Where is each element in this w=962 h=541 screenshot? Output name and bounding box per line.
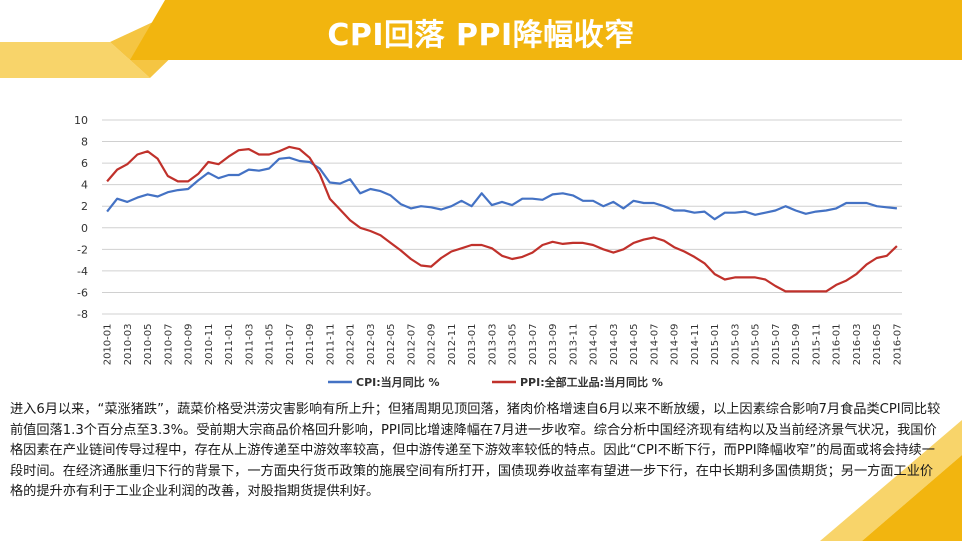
x-tick-label: 2011-03 [244,324,255,366]
x-tick-label: 2015-05 [751,324,762,366]
x-tick-label: 2013-05 [508,324,519,366]
x-tick-label: 2015-09 [791,324,802,366]
x-tick-label: 2016-03 [852,324,863,366]
series-layer [106,145,898,293]
x-tick-label: 2014-05 [629,324,640,366]
y-tick-label: 8 [81,136,88,149]
x-tick-label: 2015-01 [710,324,721,366]
x-tick-label: 2012-07 [406,324,417,366]
x-tick-label: 2016-05 [872,324,883,366]
y-tick-label: -6 [77,286,88,299]
x-tick-label: 2013-01 [467,324,478,366]
slide-title: CPI回落 PPI降幅收窄 [327,18,635,53]
banner-left-stripe [0,42,150,78]
x-tick-label: 2016-01 [832,324,843,366]
banner-main [130,0,962,60]
series-line-cpi [106,156,898,221]
y-tick-label: -2 [77,243,88,256]
x-tick-label: 2010-09 [184,324,195,366]
x-tick-label: 2011-05 [265,324,276,366]
y-tick-label: 0 [81,222,88,235]
x-tick-label: 2011-09 [305,324,316,366]
x-tick-label: 2011-11 [325,324,336,366]
y-tick-label: 6 [81,157,88,170]
x-tick-label: 2014-01 [589,324,600,366]
grid-layer [102,119,902,315]
y-tick-label: 4 [81,179,88,192]
line-chart: -8 -6 -4 -2 0 2 4 6 8 10 2010-01 2010-03 2010-05 2010… [74,114,903,389]
y-tick-label: 10 [74,114,88,127]
x-tick-label: 2015-11 [811,324,822,366]
x-tick-label: 2012-05 [386,324,397,366]
x-tick-label: 2011-01 [224,324,235,366]
legend: CPI:当月同比 % PPI:全部工业品:当月同比 % [328,375,663,389]
x-tick-label: 2015-03 [730,324,741,366]
analysis-paragraph: 进入6月以来，“菜涨猪跌”，蔬菜价格受洪涝灾害影响有所上升；但猪周期见顶回落，猪… [10,402,941,499]
x-tick-label: 2014-11 [690,324,701,366]
x-tick-label: 2013-03 [487,324,498,366]
x-tick-label: 2012-09 [427,324,438,366]
x-tick-label: 2014-03 [609,324,620,366]
y-tick-label: 2 [81,200,88,213]
bottom-right-ribbon-dark [862,455,962,541]
title-banner [0,0,962,78]
bottom-right-ribbon-light [820,420,962,541]
x-tick-label: 2010-03 [123,324,134,366]
y-tick-label: -4 [77,265,88,278]
tick-layer: -8 -6 -4 -2 0 2 4 6 8 10 2010-01 2010-03 2010-05 2010… [74,114,903,365]
x-tick-label: 2013-09 [548,324,559,366]
x-tick-label: 2013-07 [528,324,539,366]
x-tick-label: 2010-11 [204,324,215,366]
series-line-ppi [106,145,898,293]
x-tick-label: 2011-07 [285,324,296,366]
x-tick-label: 2014-07 [649,324,660,366]
x-tick-label: 2014-09 [670,324,681,366]
x-tick-label: 2010-05 [143,324,154,366]
x-tick-label: 2016-07 [892,324,903,366]
y-tick-label: -8 [77,308,88,321]
x-tick-label: 2012-01 [346,324,357,366]
x-tick-label: 2010-07 [163,324,174,366]
x-tick-label: 2010-01 [103,324,114,366]
legend-label-ppi: PPI:全部工业品:当月同比 % [520,375,663,389]
x-tick-label: 2012-11 [447,324,458,366]
x-tick-label: 2013-11 [568,324,579,366]
x-tick-label: 2015-07 [771,324,782,366]
x-tick-label: 2012-03 [366,324,377,366]
legend-label-cpi: CPI:当月同比 % [356,375,439,389]
